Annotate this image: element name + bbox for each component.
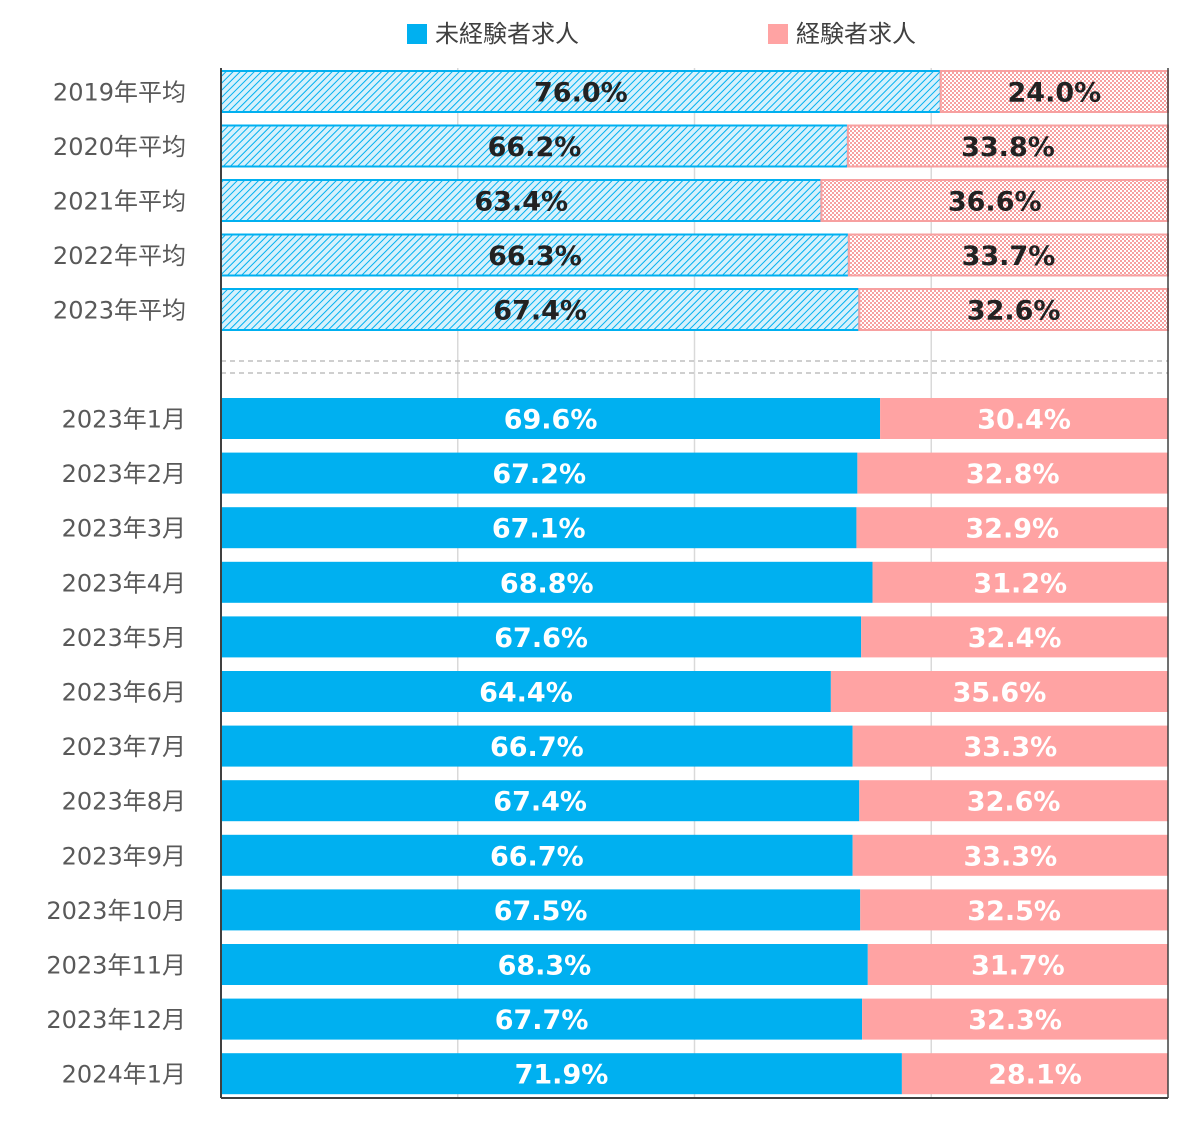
bar-segment-unexperienced: [221, 452, 858, 494]
bar-segment-unexperienced: [221, 1053, 902, 1095]
data-label-experienced: 32.4%: [968, 623, 1062, 654]
bar-segment-unexperienced: [221, 725, 853, 767]
category-label: 2020年平均: [53, 133, 186, 161]
bar-segment-experienced: [852, 725, 1168, 767]
data-label-unexperienced: 69.6%: [504, 405, 598, 436]
category-label: 2021年平均: [53, 188, 186, 216]
category-label: 2023年10月: [46, 897, 186, 925]
bar-segment-experienced: [859, 780, 1168, 822]
legend-label-1: 経験者求人: [796, 20, 916, 48]
category-label: 2023年1月: [62, 406, 186, 434]
category-label: 2023年7月: [62, 733, 186, 761]
data-label-unexperienced: 68.8%: [500, 568, 594, 599]
bar-segment-experienced: [901, 1053, 1168, 1095]
data-label-unexperienced: 67.2%: [492, 459, 586, 490]
data-label-unexperienced: 67.5%: [494, 896, 588, 927]
bar-segment-unexperienced: [221, 889, 861, 931]
data-label-unexperienced: 66.3%: [488, 241, 582, 272]
bar-segment-experienced: [880, 398, 1168, 439]
data-label-experienced: 35.6%: [953, 678, 1047, 709]
data-label-experienced: 32.8%: [966, 459, 1060, 490]
data-label-experienced: 33.3%: [963, 732, 1057, 763]
data-label-unexperienced: 66.2%: [488, 132, 582, 163]
data-label-experienced: 31.2%: [973, 568, 1067, 599]
bar-segment-experienced: [860, 889, 1168, 931]
bar-segment-experienced: [830, 671, 1168, 712]
data-label-experienced: 33.7%: [962, 241, 1056, 272]
value-labels: 76.0% 24.0% 66.2% 33.8% 63.4% 36.6% 66.3% 33.7%…: [474, 78, 1101, 1091]
data-label-experienced: 31.7%: [971, 951, 1065, 982]
data-label-experienced: 33.3%: [963, 841, 1057, 872]
bar-segment-experienced: [856, 507, 1168, 549]
category-label: 2023年11月: [46, 952, 186, 980]
bar-segment-experienced: [939, 70, 1169, 113]
category-label: 2023年9月: [62, 842, 186, 870]
legend-swatch-1: [768, 24, 788, 44]
data-label-experienced: 32.9%: [965, 514, 1059, 545]
data-label-unexperienced: 76.0%: [534, 78, 628, 109]
axes: [220, 68, 1169, 1099]
data-label-unexperienced: 66.7%: [490, 841, 584, 872]
category-label: 2023年3月: [62, 515, 186, 543]
data-label-experienced: 32.5%: [967, 896, 1061, 927]
bar-segment-unexperienced: [221, 671, 831, 712]
category-label: 2023年8月: [62, 788, 186, 816]
bar-segment-unexperienced: [220, 233, 850, 277]
legend-label-0: 未経験者求人: [435, 20, 579, 48]
bar-segment-unexperienced: [221, 398, 881, 439]
data-label-unexperienced: 64.4%: [479, 678, 573, 709]
bar-segment-unexperienced: [220, 124, 849, 168]
bar-segment-unexperienced: [221, 998, 863, 1040]
bar-segment-unexperienced: [221, 507, 857, 549]
bar-segment-unexperienced: [221, 561, 873, 603]
data-label-unexperienced: 67.1%: [492, 514, 586, 545]
data-label-unexperienced: 63.4%: [474, 187, 568, 218]
bar-segment-unexperienced: [220, 70, 942, 113]
bar-segment-experienced: [852, 834, 1168, 876]
category-label: 2019年平均: [53, 79, 186, 107]
data-label-experienced: 36.6%: [948, 187, 1042, 218]
category-label: 2023年12月: [46, 1006, 186, 1034]
legend-swatch-0: [407, 24, 427, 44]
bar-segment-experienced: [857, 452, 1168, 494]
data-label-experienced: 30.4%: [977, 405, 1071, 436]
data-label-experienced: 28.1%: [988, 1060, 1082, 1091]
data-label-experienced: 32.6%: [967, 787, 1061, 818]
category-label: 2024年1月: [62, 1061, 186, 1089]
data-label-experienced: 33.8%: [961, 132, 1055, 163]
data-label-unexperienced: 66.7%: [490, 732, 584, 763]
bar-segment-experienced: [858, 288, 1169, 331]
data-label-unexperienced: 71.9%: [515, 1060, 609, 1091]
bar-segment-experienced: [861, 616, 1168, 658]
bar-segment-unexperienced: [220, 288, 861, 331]
category-labels: 2019年平均 2020年平均 2021年平均 2022年平均 2023年平均 2023年…: [46, 79, 186, 1089]
bars: [220, 70, 1170, 1095]
data-label-unexperienced: 68.3%: [498, 951, 592, 982]
bar-segment-experienced: [847, 233, 1170, 277]
bar-segment-unexperienced: [221, 944, 868, 985]
bar-segment-unexperienced: [221, 834, 853, 876]
category-label: 2022年平均: [53, 242, 186, 270]
data-label-unexperienced: 67.4%: [493, 787, 587, 818]
bar-segment-unexperienced: [221, 616, 862, 658]
bar-segment-unexperienced: [221, 780, 860, 822]
data-label-unexperienced: 67.6%: [494, 623, 588, 654]
bar-segment-experienced: [867, 944, 1168, 985]
data-label-experienced: 32.6%: [967, 296, 1061, 327]
bar-segment-experienced: [872, 561, 1168, 603]
category-label: 2023年5月: [62, 624, 186, 652]
category-label: 2023年6月: [62, 679, 186, 707]
data-label-experienced: 24.0%: [1008, 78, 1102, 109]
category-label: 2023年平均: [53, 297, 186, 325]
category-label: 2023年4月: [62, 569, 186, 597]
legend: 未経験者求人 経験者求人: [407, 20, 916, 48]
data-label-unexperienced: 67.7%: [495, 1005, 589, 1036]
data-label-unexperienced: 67.4%: [493, 296, 587, 327]
bar-segment-experienced: [862, 998, 1168, 1040]
data-label-experienced: 32.3%: [968, 1005, 1062, 1036]
category-label: 2023年2月: [62, 460, 186, 488]
